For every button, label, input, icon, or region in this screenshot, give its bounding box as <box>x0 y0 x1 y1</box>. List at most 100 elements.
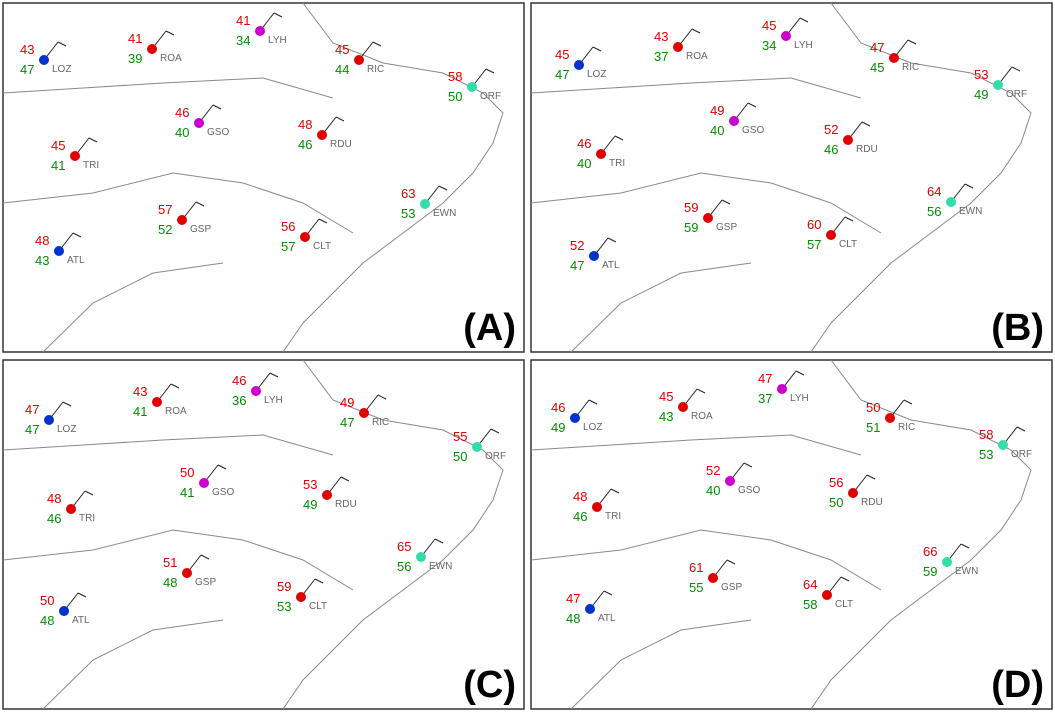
dewpoint: 49 <box>551 420 565 435</box>
wind-barb <box>485 68 495 74</box>
dewpoint: 49 <box>303 497 317 512</box>
dewpoint: 48 <box>40 613 54 628</box>
station-dot <box>942 557 952 567</box>
wind-barb <box>603 590 613 596</box>
dewpoint: 44 <box>335 62 349 77</box>
station-id: ATL <box>602 260 620 271</box>
temperature: 59 <box>277 579 291 594</box>
dewpoint: 58 <box>803 597 817 612</box>
station-dot <box>570 413 580 423</box>
dewpoint: 47 <box>570 258 584 273</box>
wind-barb <box>340 476 350 482</box>
temperature: 57 <box>158 202 172 217</box>
wind-barb <box>195 201 205 207</box>
wind-barb <box>866 474 876 480</box>
station-id: CLT <box>313 241 331 252</box>
station-dot <box>998 440 1008 450</box>
station-id: ROA <box>165 406 187 417</box>
station-id: RIC <box>372 417 389 428</box>
panel-label: (B) <box>991 307 1044 349</box>
dewpoint: 51 <box>866 420 880 435</box>
wind-barb <box>72 232 82 238</box>
wind-barb <box>77 592 87 598</box>
temperature: 41 <box>128 31 142 46</box>
temperature: 52 <box>570 238 584 253</box>
wind-barb <box>861 121 871 127</box>
dewpoint: 53 <box>277 599 291 614</box>
wind-barb <box>592 46 602 52</box>
station-id: ROA <box>691 411 713 422</box>
station-id: RIC <box>902 62 919 73</box>
dewpoint: 50 <box>448 89 462 104</box>
station-dot <box>585 604 595 614</box>
wind-barb <box>490 428 500 434</box>
wind-barb <box>610 488 620 494</box>
panel-label: (D) <box>991 664 1044 706</box>
temperature: 61 <box>689 560 703 575</box>
station-dot <box>843 135 853 145</box>
station-dot <box>147 44 157 54</box>
map-panel: 45 47 LOZ 43 37 ROA 45 34 LYH 47 45 RIC 53 49 ORF 46 40 T… <box>530 2 1053 353</box>
wind-barb <box>273 12 283 18</box>
station-id: TRI <box>83 160 99 171</box>
station-dot <box>322 490 332 500</box>
station-id: LYH <box>790 393 809 404</box>
panel-frame <box>2 2 525 353</box>
station-id: RIC <box>898 422 915 433</box>
dewpoint: 45 <box>870 60 884 75</box>
station-id: ATL <box>67 255 85 266</box>
temperature: 50 <box>180 465 194 480</box>
station-id: RDU <box>861 497 883 508</box>
station-dot <box>596 149 606 159</box>
temperature: 66 <box>923 544 937 559</box>
wind-barb <box>84 490 94 496</box>
temperature: 46 <box>577 136 591 151</box>
temperature: 60 <box>807 217 821 232</box>
wind-barb <box>165 30 175 36</box>
temperature: 53 <box>303 477 317 492</box>
dewpoint: 40 <box>175 125 189 140</box>
panel-label: (A) <box>463 307 516 349</box>
temperature: 55 <box>453 429 467 444</box>
panel-frame <box>530 2 1053 353</box>
dewpoint: 37 <box>758 391 772 406</box>
wind-barb <box>964 183 974 189</box>
station-dot <box>152 397 162 407</box>
station-dot <box>359 408 369 418</box>
station-id: GSO <box>207 127 229 138</box>
station-id: GSP <box>190 224 211 235</box>
wind-barb <box>721 199 731 205</box>
dewpoint: 49 <box>974 87 988 102</box>
station-dot <box>946 197 956 207</box>
station-dot <box>420 199 430 209</box>
temperature: 53 <box>974 67 988 82</box>
temperature: 48 <box>35 233 49 248</box>
state-boundaries <box>530 359 1032 710</box>
panel-frame <box>2 359 525 710</box>
temperature: 56 <box>281 219 295 234</box>
panel-label: (C) <box>463 664 516 706</box>
station-id: LOZ <box>52 64 71 75</box>
dewpoint: 41 <box>51 158 65 173</box>
station-id: EWN <box>959 206 982 217</box>
dewpoint: 47 <box>25 422 39 437</box>
temperature: 49 <box>340 395 354 410</box>
dewpoint: 47 <box>340 415 354 430</box>
station-dot <box>66 504 76 514</box>
wind-barb <box>377 394 387 400</box>
wind-barb <box>212 104 222 110</box>
station-dot <box>472 442 482 452</box>
station-dot <box>199 478 209 488</box>
wind-barb <box>747 102 757 108</box>
dewpoint: 39 <box>128 51 142 66</box>
dewpoint: 50 <box>829 495 843 510</box>
wind-barb <box>200 554 210 560</box>
station-id: EWN <box>955 566 978 577</box>
dewpoint: 43 <box>659 409 673 424</box>
dewpoint: 55 <box>689 580 703 595</box>
station-dot <box>59 606 69 616</box>
dewpoint: 53 <box>979 447 993 462</box>
station-id: EWN <box>429 561 452 572</box>
station-dot <box>574 60 584 70</box>
dewpoint: 36 <box>232 393 246 408</box>
